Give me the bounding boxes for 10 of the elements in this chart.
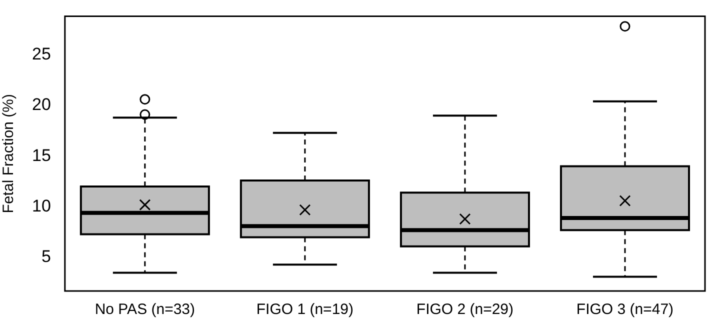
- x-tick-label: FIGO 2 (n=29): [416, 301, 514, 318]
- y-tick-label: 5: [41, 247, 51, 266]
- y-tick-label: 10: [32, 196, 51, 216]
- y-tick-label: 15: [32, 146, 51, 165]
- x-tick-label: FIGO 3 (n=47): [576, 301, 674, 318]
- x-tick-label: No PAS (n=33): [94, 301, 196, 318]
- y-tick-label: 20: [32, 95, 51, 114]
- x-tick-label: FIGO 1 (n=19): [256, 301, 354, 318]
- y-axis-title: Fetal Fraction (%): [0, 94, 18, 214]
- y-tick-label: 25: [32, 44, 51, 64]
